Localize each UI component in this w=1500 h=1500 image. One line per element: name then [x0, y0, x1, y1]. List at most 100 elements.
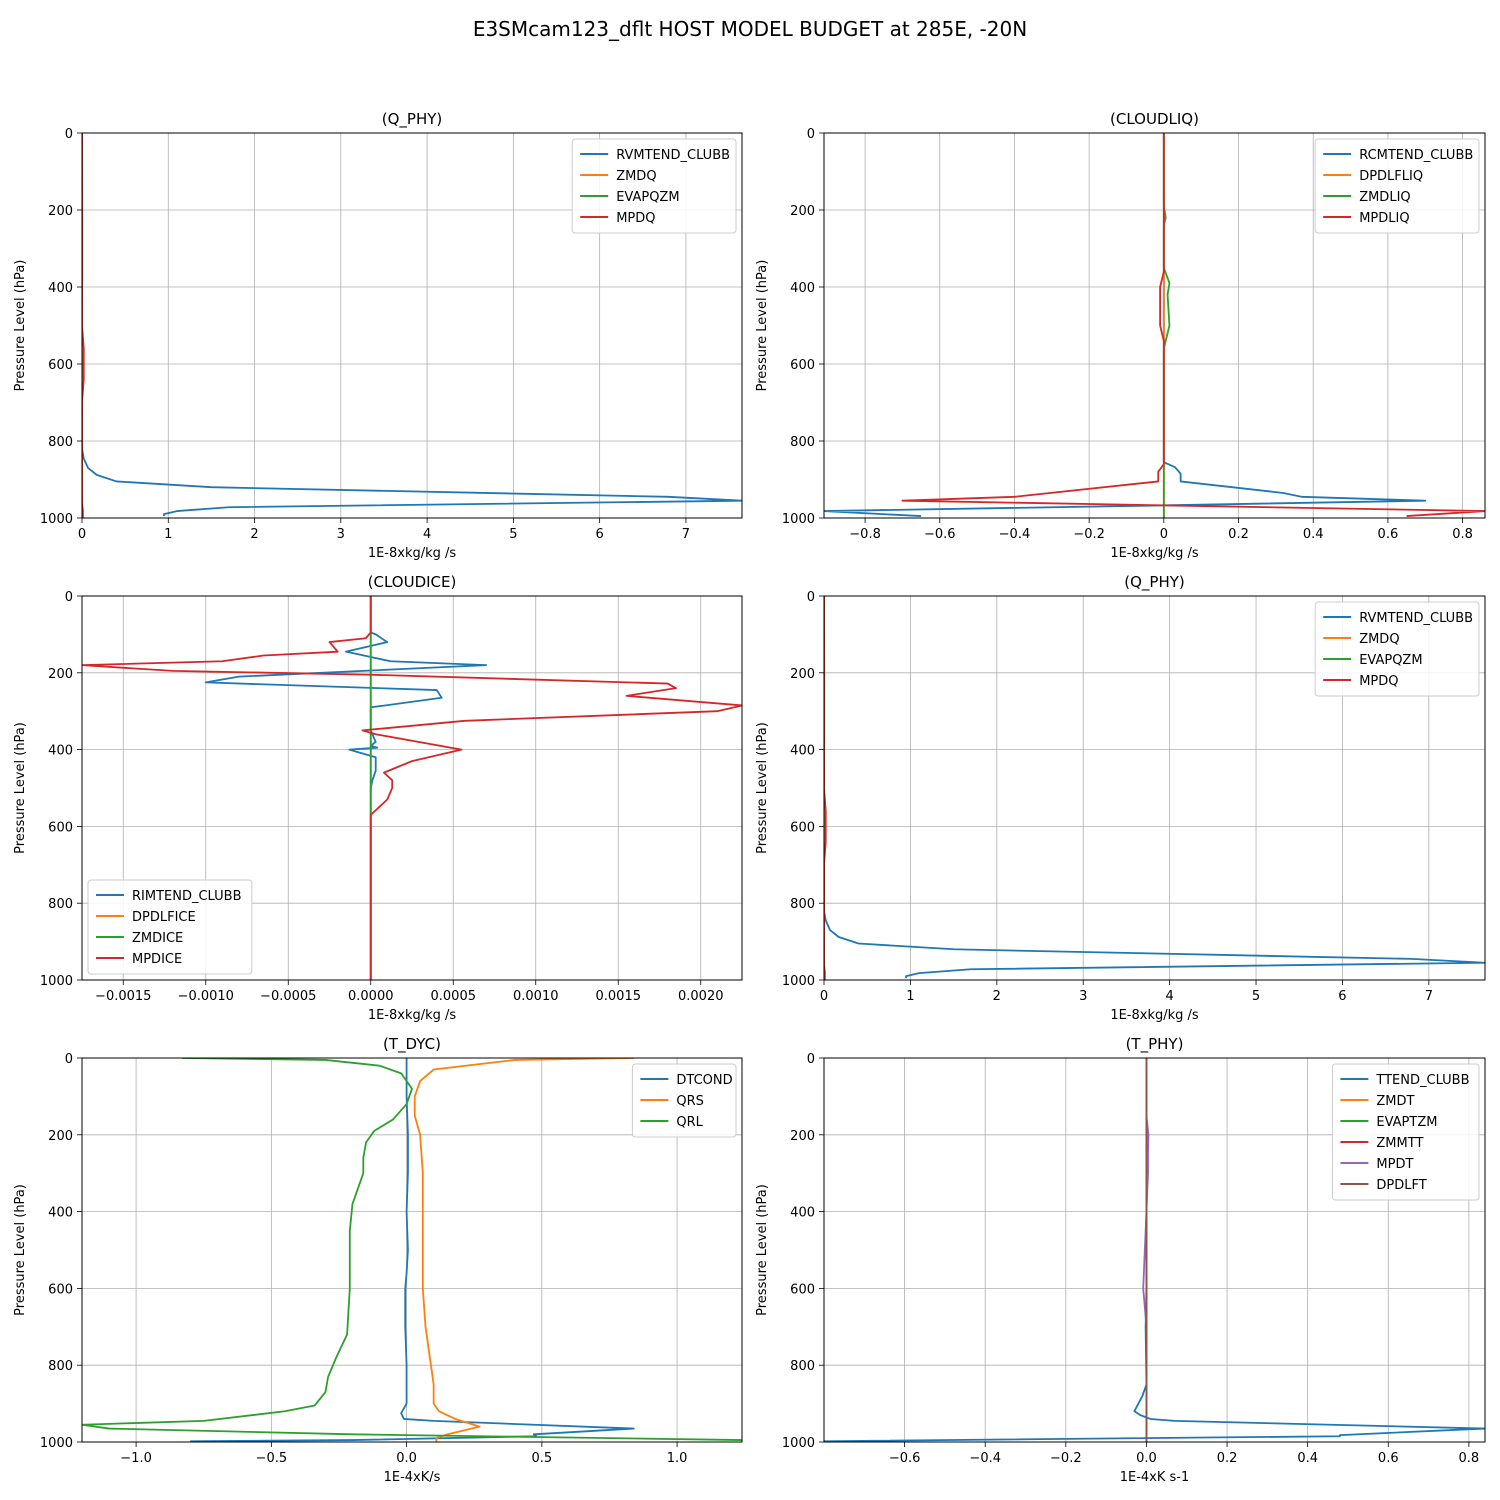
- x-tick-label: 7: [1425, 989, 1433, 1004]
- legend-label: DPDLFT: [1376, 1178, 1426, 1193]
- legend-box: [1314, 138, 1480, 234]
- x-tick-label: 0.0020: [678, 989, 724, 1004]
- legend-label: RVMTEND_CLUBB: [1359, 611, 1473, 626]
- chart-title: (Q_PHY): [382, 110, 443, 129]
- y-tick-label: 800: [790, 897, 815, 912]
- y-tick-label: 1000: [40, 974, 73, 989]
- x-tick-label: 0.6: [1378, 1451, 1399, 1466]
- chart-panel-5: −0.6 −0.4 −0.2 0.0 0.2 0.4 0.6 0.8 0 200 400 600 800…: [755, 1035, 1486, 1485]
- x-tick-label: 0.0000: [348, 989, 394, 1004]
- legend-label: RCMTEND_CLUBB: [1359, 148, 1473, 163]
- legend-label: MPDQ: [1359, 674, 1398, 689]
- y-tick-label: 200: [48, 204, 73, 219]
- chart-panel-2: −0.0015 −0.0010 −0.0005 0.0000 0.0005 0.0010 0…: [13, 573, 743, 1023]
- y-tick-label: 0: [65, 590, 73, 605]
- series-group: [824, 1058, 1485, 1442]
- x-tick-label: 1: [164, 527, 172, 542]
- x-tick-label: −0.6: [889, 1451, 921, 1466]
- series-line-mpdliq: [901, 133, 1485, 517]
- legend-label: ZMMTT: [1376, 1136, 1423, 1151]
- x-tick-label: 0.0010: [513, 989, 559, 1004]
- x-tick-label: 0.6: [1378, 527, 1399, 542]
- legend-label: TTEND_CLUBB: [1375, 1073, 1469, 1088]
- legend-box: [1331, 1063, 1480, 1201]
- y-tick-label: 600: [48, 1282, 73, 1297]
- y-tick-label: 1000: [782, 512, 815, 527]
- y-tick-label: 800: [48, 897, 73, 912]
- y-axis-label: Pressure Level (hPa): [13, 1184, 28, 1316]
- y-tick-label: 400: [48, 744, 73, 759]
- x-tick-label: −0.4: [999, 527, 1031, 542]
- legend-label: ZMDT: [1376, 1094, 1414, 1109]
- x-tick-label: 4: [1165, 989, 1173, 1004]
- x-tick-label: 0.4: [1297, 1451, 1318, 1466]
- chart-title: (CLOUDICE): [368, 573, 457, 591]
- axes-frame: [823, 132, 1486, 519]
- y-tick-label: 200: [790, 1129, 815, 1144]
- x-tick-label: 0.0005: [431, 989, 477, 1004]
- y-tick-label: 1000: [40, 512, 73, 527]
- chart-panel-3: 0 1 2 3 4 5 6 7 0 200 400 600 800 1000 (Q_PHY) 1E-8xkg/…: [755, 573, 1486, 1023]
- x-tick-label: 0.8: [1452, 527, 1473, 542]
- chart-panel-0: 0 1 2 3 4 5 6 7 0 200 400 600 800 1000 (Q_PHY) 1E-8xkg/…: [13, 110, 743, 561]
- x-tick-label: 0.2: [1228, 527, 1249, 542]
- legend-label: EVAPTZM: [1376, 1115, 1437, 1130]
- chart-title: (CLOUDLIQ): [1110, 110, 1199, 128]
- y-tick-label: 200: [48, 667, 73, 682]
- y-tick-label: 600: [790, 358, 815, 373]
- y-axis-label: Pressure Level (hPa): [755, 260, 770, 392]
- x-tick-label: 0.4: [1303, 527, 1324, 542]
- x-tick-label: −0.0005: [260, 989, 316, 1004]
- legend-label: QRL: [676, 1115, 703, 1130]
- x-tick-label: 1.0: [667, 1451, 688, 1466]
- y-tick-label: 1000: [782, 974, 815, 989]
- x-axis-label: 1E-4xK/s: [384, 1470, 441, 1485]
- y-tick-label: 800: [48, 1359, 73, 1374]
- y-tick-label: 1000: [782, 1436, 815, 1451]
- y-axis-label: Pressure Level (hPa): [13, 260, 28, 392]
- y-tick-label: 1000: [40, 1436, 73, 1451]
- y-tick-label: 0: [65, 1052, 73, 1067]
- axes-frame: [81, 595, 743, 981]
- y-tick-label: 800: [790, 1359, 815, 1374]
- y-tick-label: 400: [790, 1206, 815, 1221]
- x-tick-label: −0.2: [1050, 1451, 1082, 1466]
- y-tick-label: 400: [790, 281, 815, 296]
- legend-label: EVAPQZM: [1359, 653, 1422, 668]
- legend-box: [631, 1063, 737, 1138]
- x-axis-label: 1E-8xkg/kg /s: [368, 1008, 457, 1023]
- y-axis-label: Pressure Level (hPa): [13, 722, 28, 854]
- x-tick-label: 2: [993, 989, 1001, 1004]
- y-tick-label: 400: [48, 1206, 73, 1221]
- x-tick-label: 0: [820, 989, 828, 1004]
- x-tick-label: 0: [78, 527, 86, 542]
- y-tick-label: 600: [790, 820, 815, 835]
- y-tick-label: 600: [790, 1282, 815, 1297]
- x-tick-label: 0: [1160, 527, 1168, 542]
- x-tick-label: 0.0: [396, 1451, 417, 1466]
- chart-title: (T_DYC): [383, 1035, 441, 1054]
- chart-title: (T_PHY): [1126, 1035, 1184, 1054]
- chart-panel-1: −0.8 −0.6 −0.4 −0.2 0 0.2 0.4 0.6 0.8 0 200 400 600 8…: [755, 110, 1486, 561]
- y-tick-label: 800: [790, 435, 815, 450]
- x-tick-label: 3: [337, 527, 345, 542]
- x-axis-label: 1E-4xK s-1: [1120, 1470, 1190, 1485]
- x-tick-label: 1: [906, 989, 914, 1004]
- legend-box: [87, 879, 253, 975]
- y-tick-label: 400: [48, 281, 73, 296]
- x-tick-label: −0.4: [969, 1451, 1001, 1466]
- legend: RCMTEND_CLUBB DPDLFLIQ ZMDLIQ MPDLIQ: [1314, 138, 1480, 234]
- x-axis-label: 1E-8xkg/kg /s: [368, 546, 457, 561]
- x-tick-label: 5: [509, 527, 517, 542]
- y-tick-label: 0: [65, 127, 73, 142]
- legend: DTCOND QRS QRL: [631, 1063, 737, 1138]
- x-tick-label: −0.5: [256, 1451, 288, 1466]
- legend-label: MPDLIQ: [1359, 211, 1409, 226]
- x-tick-label: −1.0: [120, 1451, 152, 1466]
- x-tick-label: −0.0015: [95, 989, 151, 1004]
- legend-label: EVAPQZM: [616, 190, 679, 205]
- x-tick-label: 7: [682, 527, 690, 542]
- chart-title: (Q_PHY): [1124, 573, 1185, 592]
- legend-label: MPDT: [1376, 1157, 1413, 1172]
